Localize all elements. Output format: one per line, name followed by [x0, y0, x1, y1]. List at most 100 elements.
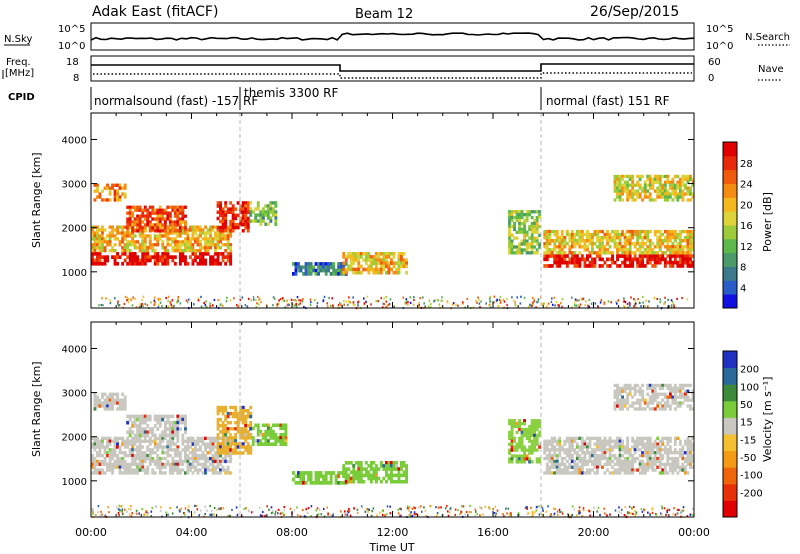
noise-cell [159, 509, 162, 512]
echo-cell [666, 471, 670, 475]
noise-cell [411, 507, 414, 510]
echo-cell [379, 464, 383, 468]
noise-cell [635, 511, 638, 514]
echo-cell [141, 211, 145, 215]
echo-cell [676, 395, 680, 399]
echo-cell [163, 246, 167, 250]
echo-cell [671, 451, 675, 455]
echo-cell [573, 232, 577, 237]
echo-cell [153, 442, 157, 446]
echo-cell [613, 439, 617, 443]
echo-cell [638, 186, 642, 190]
echo-cell [558, 264, 562, 268]
noise-cell [146, 304, 149, 307]
echo-cell [678, 404, 682, 408]
echo-cell [558, 257, 562, 262]
echo-cell [214, 445, 217, 449]
echo-cell [156, 223, 160, 227]
echo-cell [658, 186, 662, 190]
echo-cell [138, 258, 142, 263]
echo-cell [578, 260, 582, 265]
y-tick-label: 2000 [62, 433, 87, 444]
velocity-echo-region [292, 471, 348, 485]
echo-cell [367, 258, 371, 262]
noise-cell [561, 511, 563, 514]
echo-cell [96, 445, 99, 449]
echo-cell [226, 421, 230, 425]
noise-cell [340, 305, 343, 308]
echo-cell [691, 465, 695, 469]
noise-cell [448, 511, 451, 514]
noise-cell [139, 303, 141, 306]
echo-cell [98, 261, 102, 266]
echo-cell [548, 251, 552, 255]
noise-cell [221, 304, 224, 307]
echo-cell [563, 439, 567, 443]
echo-cell [684, 439, 687, 443]
echo-cell [623, 465, 627, 469]
echo-cell [161, 246, 165, 250]
echo-cell [603, 462, 607, 466]
echo-cell [347, 467, 351, 471]
echo-cell [131, 237, 135, 241]
echo-cell [656, 448, 660, 452]
echo-cell [616, 436, 619, 440]
echo-cell [633, 439, 637, 443]
noise-cell [209, 302, 211, 305]
echo-cell [606, 468, 609, 472]
echo-cell [171, 439, 175, 443]
echo-cell [176, 420, 180, 425]
echo-cell [148, 255, 152, 259]
echo-cell [646, 236, 650, 240]
echo-cell [221, 421, 225, 425]
echo-cell [553, 254, 557, 258]
echo-cell [96, 436, 99, 440]
echo-cell [518, 215, 521, 220]
echo-cell [641, 245, 645, 249]
echo-cell [226, 255, 230, 259]
echo-cell [319, 265, 323, 270]
noise-cell [409, 296, 412, 299]
echo-cell [575, 254, 579, 258]
echo-cell [636, 445, 640, 449]
echo-cell [101, 439, 104, 443]
echo-cell [691, 260, 695, 265]
echo-cell [176, 414, 180, 419]
echo-cell [153, 255, 157, 259]
echo-cell [633, 401, 637, 405]
echo-cell [118, 231, 122, 235]
echo-cell [385, 461, 388, 465]
noise-cell [193, 504, 196, 507]
echo-cell [133, 414, 137, 419]
echo-cell [256, 219, 260, 223]
echo-cell [686, 198, 690, 202]
echo-cell [636, 264, 640, 268]
echo-cell [633, 451, 637, 455]
echo-cell [178, 420, 182, 425]
echo-cell [689, 448, 692, 452]
echo-cell [553, 454, 557, 458]
echo-cell [515, 230, 519, 234]
noise-cell [523, 296, 526, 299]
echo-cell [219, 451, 222, 455]
echo-cell [128, 258, 132, 263]
echo-cell [158, 229, 162, 233]
echo-cell [603, 232, 607, 237]
echo-cell [196, 228, 200, 232]
echo-cell [623, 248, 627, 252]
echo-cell [96, 261, 99, 266]
echo-cell [156, 462, 160, 466]
echo-cell [168, 471, 172, 475]
echo-cell [118, 240, 122, 244]
echo-cell [199, 246, 202, 250]
echo-cell [548, 448, 552, 452]
noise-cell [507, 507, 510, 510]
echo-cell [641, 186, 645, 190]
echo-cell [641, 439, 645, 443]
echo-cell [156, 237, 160, 241]
noise-cell [331, 515, 334, 518]
echo-cell [357, 261, 361, 265]
echo-cell [606, 239, 609, 243]
echo-cell [508, 221, 511, 226]
noise-cell [535, 306, 537, 309]
